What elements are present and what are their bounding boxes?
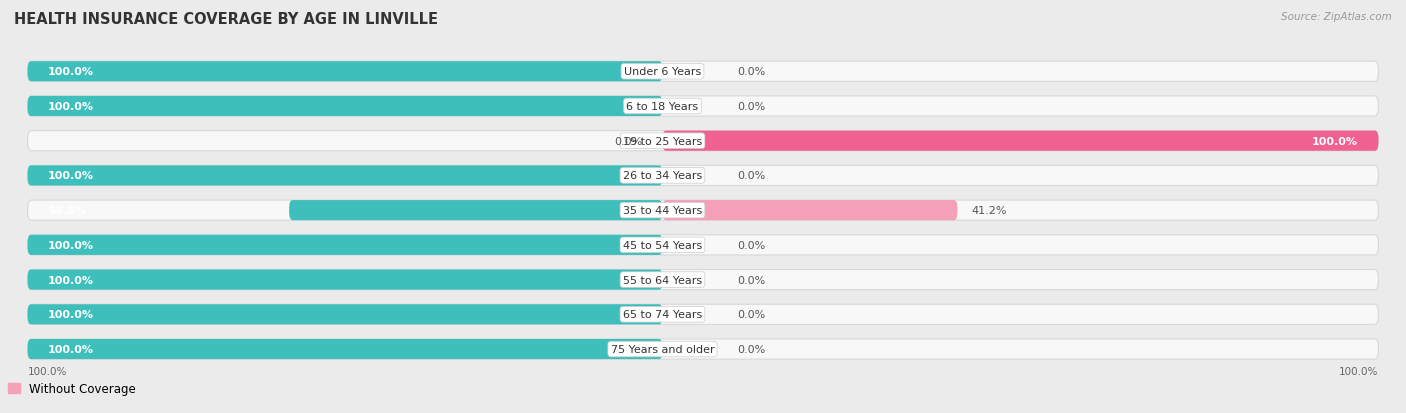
FancyBboxPatch shape xyxy=(28,97,662,117)
Text: 26 to 34 Years: 26 to 34 Years xyxy=(623,171,702,181)
Text: 0.0%: 0.0% xyxy=(737,275,765,285)
FancyBboxPatch shape xyxy=(290,201,662,221)
FancyBboxPatch shape xyxy=(28,62,1378,82)
Text: 0.0%: 0.0% xyxy=(737,344,765,354)
Text: 65 to 74 Years: 65 to 74 Years xyxy=(623,310,702,320)
Text: 0.0%: 0.0% xyxy=(737,67,765,77)
Text: 0.0%: 0.0% xyxy=(614,136,643,146)
FancyBboxPatch shape xyxy=(28,235,1378,255)
Text: 100.0%: 100.0% xyxy=(1312,136,1358,146)
Legend: With Coverage, Without Coverage: With Coverage, Without Coverage xyxy=(0,382,136,395)
FancyBboxPatch shape xyxy=(28,270,1378,290)
Text: 0.0%: 0.0% xyxy=(737,171,765,181)
Text: 100.0%: 100.0% xyxy=(28,366,67,376)
Text: 100.0%: 100.0% xyxy=(48,67,94,77)
Text: 45 to 54 Years: 45 to 54 Years xyxy=(623,240,702,250)
FancyBboxPatch shape xyxy=(28,304,1378,325)
Text: HEALTH INSURANCE COVERAGE BY AGE IN LINVILLE: HEALTH INSURANCE COVERAGE BY AGE IN LINV… xyxy=(14,12,439,27)
FancyBboxPatch shape xyxy=(28,166,662,186)
Text: 0.0%: 0.0% xyxy=(737,310,765,320)
FancyBboxPatch shape xyxy=(28,304,662,325)
FancyBboxPatch shape xyxy=(28,339,662,359)
Text: 100.0%: 100.0% xyxy=(1339,366,1378,376)
FancyBboxPatch shape xyxy=(28,339,1378,359)
FancyBboxPatch shape xyxy=(28,201,1378,221)
Text: 55 to 64 Years: 55 to 64 Years xyxy=(623,275,702,285)
FancyBboxPatch shape xyxy=(28,131,1378,152)
FancyBboxPatch shape xyxy=(28,62,662,82)
FancyBboxPatch shape xyxy=(28,166,1378,186)
Text: 100.0%: 100.0% xyxy=(48,310,94,320)
Text: 19 to 25 Years: 19 to 25 Years xyxy=(623,136,702,146)
Text: 6 to 18 Years: 6 to 18 Years xyxy=(627,102,699,112)
FancyBboxPatch shape xyxy=(662,201,957,221)
Text: 100.0%: 100.0% xyxy=(48,171,94,181)
FancyBboxPatch shape xyxy=(28,97,1378,117)
Text: 0.0%: 0.0% xyxy=(737,240,765,250)
Text: 100.0%: 100.0% xyxy=(48,344,94,354)
Text: 35 to 44 Years: 35 to 44 Years xyxy=(623,206,702,216)
FancyBboxPatch shape xyxy=(28,235,662,255)
FancyBboxPatch shape xyxy=(28,270,662,290)
Text: 100.0%: 100.0% xyxy=(48,240,94,250)
Text: Under 6 Years: Under 6 Years xyxy=(624,67,702,77)
Text: 75 Years and older: 75 Years and older xyxy=(610,344,714,354)
FancyBboxPatch shape xyxy=(662,131,1378,152)
Text: 58.8%: 58.8% xyxy=(48,206,86,216)
Text: 100.0%: 100.0% xyxy=(48,102,94,112)
Text: Source: ZipAtlas.com: Source: ZipAtlas.com xyxy=(1281,12,1392,22)
Text: 100.0%: 100.0% xyxy=(48,275,94,285)
Text: 41.2%: 41.2% xyxy=(972,206,1007,216)
Text: 0.0%: 0.0% xyxy=(737,102,765,112)
